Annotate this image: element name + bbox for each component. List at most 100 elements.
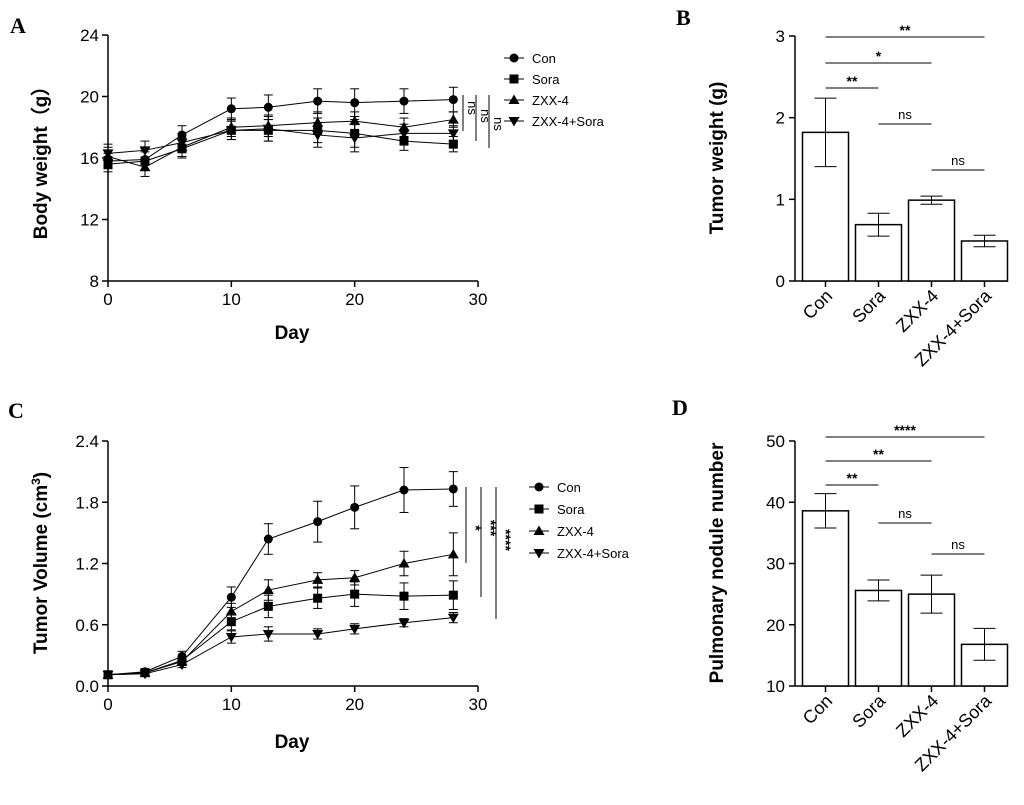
x-tick-label: 20 xyxy=(345,290,364,309)
data-point xyxy=(398,129,410,139)
panel-c-xlabel: Day xyxy=(275,732,310,753)
significance-label: ns xyxy=(898,107,912,122)
y-tick-label: 3 xyxy=(776,27,785,46)
data-point xyxy=(447,613,459,624)
significance-label: * xyxy=(468,525,484,531)
data-point xyxy=(399,96,409,106)
panel-c-ylabel-main: Tumor Volume (cm xyxy=(31,485,52,654)
data-point xyxy=(262,629,274,640)
legend-label: Con xyxy=(557,480,581,495)
panel-c-ylabel: Tumor Volume (cm3) xyxy=(29,472,52,654)
data-point xyxy=(225,605,237,616)
panel-letter-a: A xyxy=(10,13,26,38)
panel-letter-c: C xyxy=(8,398,24,423)
data-point xyxy=(349,624,361,635)
legend-marker xyxy=(508,117,520,127)
data-point xyxy=(398,558,410,568)
x-tick-label: 30 xyxy=(469,290,488,309)
panel-d-ylabel: Pulmonary nodule number xyxy=(707,442,728,683)
legend-marker xyxy=(509,74,519,84)
panel-letter-b: B xyxy=(676,5,691,30)
data-point xyxy=(398,618,410,629)
data-point xyxy=(313,96,323,106)
data-point xyxy=(313,517,323,527)
significance-label: ** xyxy=(847,73,858,89)
y-tick-label: 50 xyxy=(766,432,785,451)
data-point xyxy=(226,592,236,602)
legend-marker xyxy=(509,53,519,63)
y-tick-label: 8 xyxy=(90,272,99,291)
legend-marker xyxy=(533,549,545,559)
data-point xyxy=(102,670,114,681)
data-point xyxy=(263,534,273,544)
x-tick-label: 10 xyxy=(222,695,241,714)
data-point xyxy=(447,548,459,559)
data-point xyxy=(139,146,151,156)
y-tick-label: 20 xyxy=(80,88,99,107)
data-point xyxy=(226,617,236,627)
x-tick-label: 10 xyxy=(222,290,241,309)
data-point xyxy=(312,117,324,127)
x-tick-label: 20 xyxy=(345,695,364,714)
significance-label: ** xyxy=(847,470,858,486)
data-point xyxy=(448,590,458,600)
data-point xyxy=(399,485,409,495)
data-point xyxy=(448,95,458,105)
y-tick-label: 20 xyxy=(766,616,785,635)
x-tick-label: 0 xyxy=(103,290,112,309)
data-point xyxy=(447,129,459,139)
y-tick-label: 2 xyxy=(776,109,785,128)
data-point xyxy=(176,660,188,671)
significance-label: **** xyxy=(894,422,916,438)
significance-label: ns xyxy=(491,117,506,131)
significance-label: ns xyxy=(898,506,912,521)
panel-c-ylabel-end: ) xyxy=(31,472,52,478)
data-point xyxy=(447,114,459,124)
data-point xyxy=(350,98,360,108)
data-point xyxy=(312,130,324,141)
data-point xyxy=(176,138,188,149)
x-tick-label: 0 xyxy=(103,695,112,714)
y-tick-label: 2.4 xyxy=(75,432,99,451)
data-point xyxy=(448,484,458,494)
bar xyxy=(801,510,850,687)
data-point xyxy=(349,134,361,144)
panel-a-xlabel: Day xyxy=(275,323,310,344)
significance-label: **** xyxy=(498,529,514,551)
legend-label: ZXX-4 xyxy=(557,524,594,539)
legend-marker xyxy=(534,482,544,492)
data-point xyxy=(350,502,360,512)
legend-label: ZXX-4 xyxy=(532,93,569,108)
legend-label: ZXX-4+Sora xyxy=(557,546,630,561)
data-point xyxy=(313,593,323,603)
data-point xyxy=(263,601,273,611)
y-tick-label: 16 xyxy=(80,149,99,168)
significance-label: ns xyxy=(478,109,493,123)
data-point xyxy=(399,591,409,601)
significance-label: *** xyxy=(483,520,499,537)
data-point xyxy=(312,629,324,640)
legend-label: ZXX-4+Sora xyxy=(532,114,605,129)
data-point xyxy=(139,669,151,680)
data-point xyxy=(349,572,361,582)
data-point xyxy=(448,139,458,149)
data-point xyxy=(262,124,274,135)
panel-a-ylabel: Body weight（g） xyxy=(29,77,52,240)
data-point xyxy=(225,126,237,136)
y-tick-label: 1 xyxy=(776,190,785,209)
panel-c-ylabel-sup: 3 xyxy=(29,478,43,485)
data-point xyxy=(263,102,273,112)
y-tick-label: 1.2 xyxy=(75,555,99,574)
y-tick-label: 1.8 xyxy=(75,493,99,512)
y-tick-label: 0 xyxy=(776,272,785,291)
bar xyxy=(907,199,956,282)
data-point xyxy=(350,589,360,599)
legend-marker xyxy=(533,525,545,535)
y-tick-label: 10 xyxy=(766,677,785,696)
data-point xyxy=(225,633,237,643)
legend-label: Con xyxy=(532,51,556,66)
y-tick-label: 40 xyxy=(766,493,785,512)
data-point xyxy=(312,574,324,584)
significance-label: ns xyxy=(951,153,965,168)
